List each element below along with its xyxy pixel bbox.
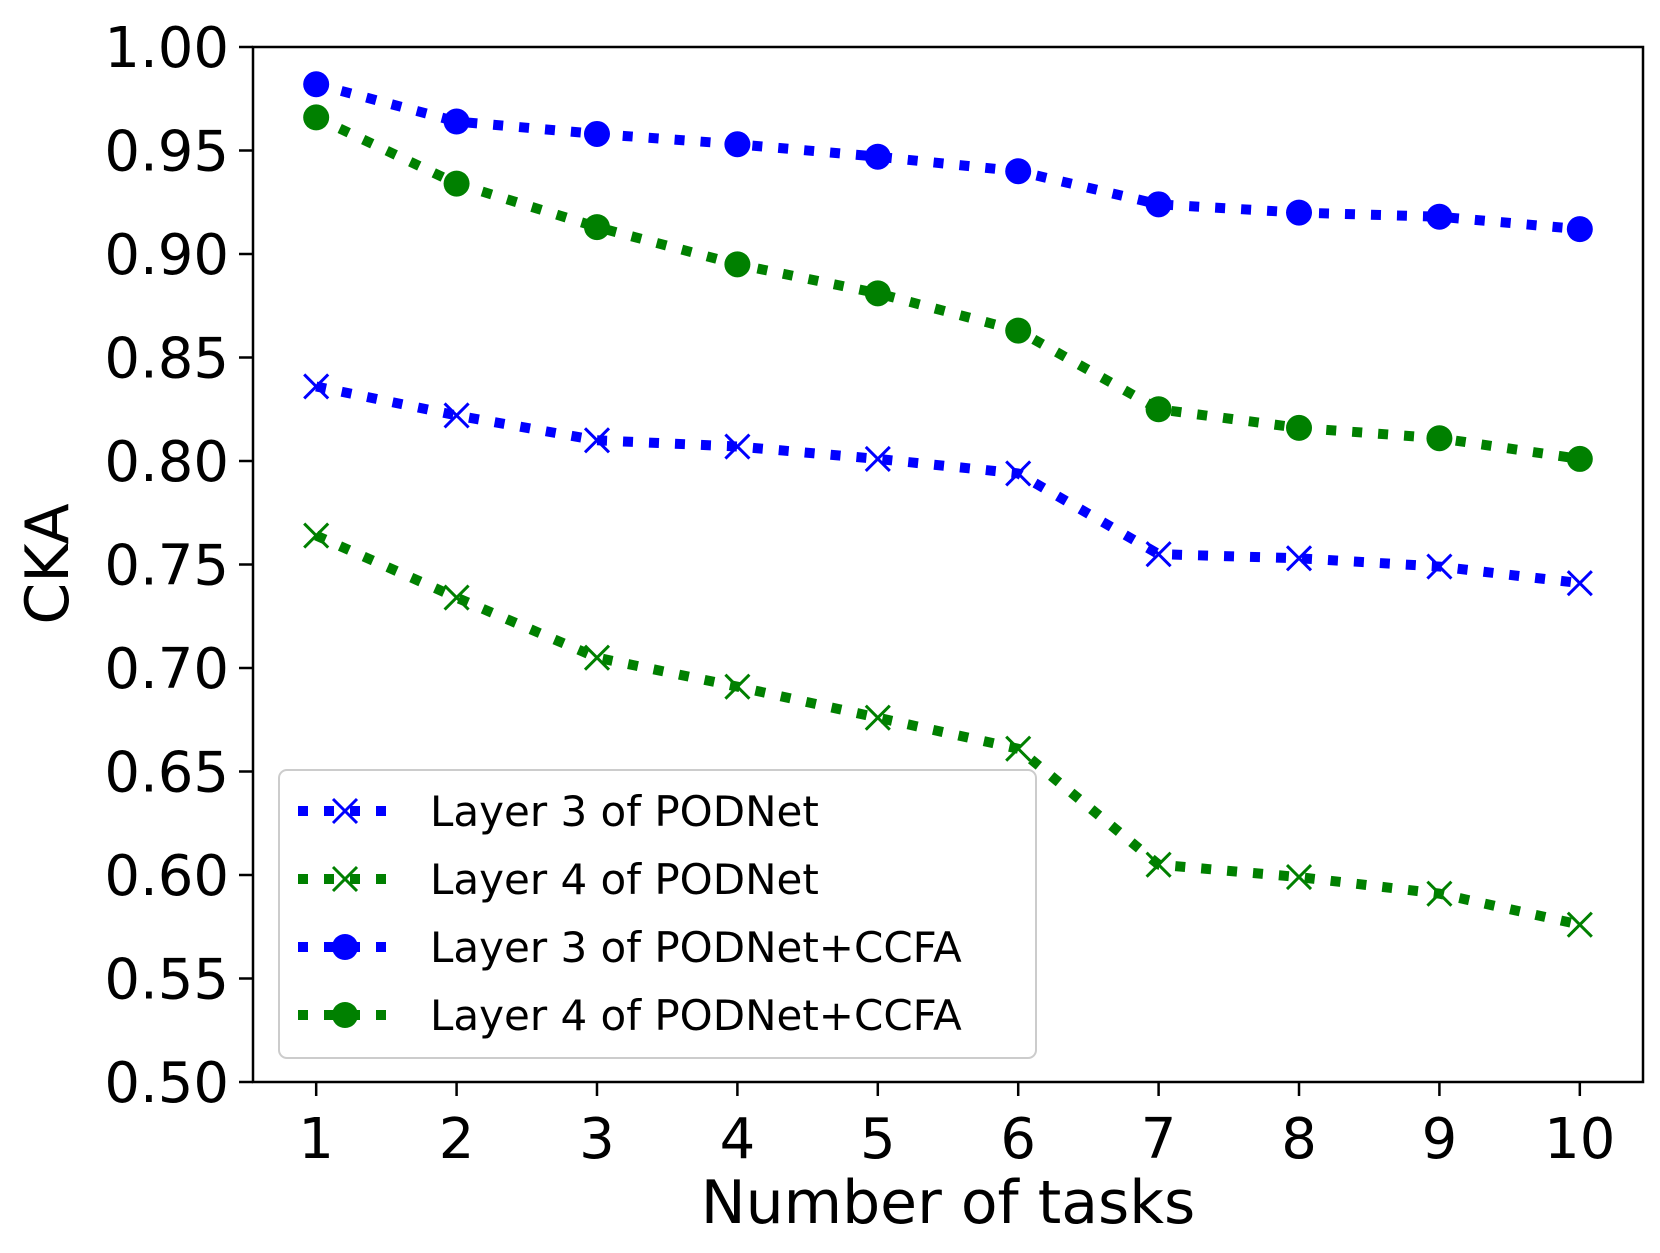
legend-label: Layer 4 of PODNet+CCFA [430,991,962,1040]
legend-label: Layer 4 of PODNet [430,855,819,904]
data-point [303,71,330,98]
data-point [864,445,891,472]
data-point [1005,735,1032,762]
data-point [303,522,330,549]
data-point [1286,199,1313,226]
data-point [1145,851,1172,878]
data-point [1566,911,1593,938]
x-tick-label: 4 [720,1107,756,1172]
y-tick-label: 0.60 [104,844,229,909]
y-tick-label: 0.55 [104,948,229,1013]
plot-marks [303,71,1593,938]
data-point [1566,445,1593,472]
data-point [583,214,610,241]
data-point [303,104,330,131]
data-point [1005,317,1032,344]
data-point [1145,541,1172,568]
data-point [1145,191,1172,218]
legend-item: Layer 4 of PODNet [298,855,819,904]
y-tick-label: 0.95 [104,120,229,185]
data-point [1426,203,1453,230]
data-point [1285,864,1313,891]
x-axis-label: Number of tasks [701,1168,1196,1238]
legend-item: Layer 4 of PODNet+CCFA [298,991,962,1040]
series-line [314,79,1581,235]
data-point [443,402,470,429]
data-point [1426,553,1453,580]
x-tick-label: 3 [579,1107,615,1172]
y-tick-label: 0.90 [104,223,229,288]
y-tick-label: 0.85 [104,327,229,392]
legend-item: Layer 3 of PODNet+CCFA [298,923,962,972]
data-point [1145,396,1172,423]
data-point [864,280,891,307]
y-tick-label: 0.80 [104,430,229,495]
data-point [1005,158,1032,185]
data-point [583,427,611,454]
data-point [724,251,751,278]
x-tick-label: 5 [860,1107,896,1172]
legend-marker [332,934,358,960]
y-tick-label: 0.50 [104,1051,229,1116]
y-tick-label: 0.75 [104,534,229,599]
series-4 [303,104,1593,472]
data-point [1426,880,1453,907]
x-tick-label: 8 [1281,1107,1317,1172]
data-point [1426,425,1453,452]
data-point [1005,460,1032,487]
data-point [1285,545,1313,572]
x-tick-label: 1 [298,1107,334,1172]
x-tick-label: 10 [1544,1107,1615,1172]
x-tick-label: 6 [1000,1107,1036,1172]
legend-marker [331,865,359,893]
legend-marker [332,1002,358,1028]
series-2 [303,522,1593,938]
legend-label: Layer 3 of PODNet [430,787,819,836]
data-point [864,704,891,731]
series-line [314,112,1581,464]
legend: Layer 3 of PODNet Layer 4 of PODNet Layer … [278,769,1037,1059]
data-point [443,108,470,135]
y-tick-label: 0.70 [104,637,229,702]
legend-label: Layer 3 of PODNet+CCFA [430,923,962,972]
data-point [443,584,470,611]
data-point [724,673,751,700]
x-tick-label: 9 [1422,1107,1458,1172]
x-tick-label: 2 [439,1107,475,1172]
data-point [724,433,751,460]
data-point [864,143,891,170]
data-point [583,120,610,147]
y-axis-ticks: 0.50 0.55 0.60 0.65 0.70 0.75 0.80 0.85 0.90 0.95… [104,16,253,1116]
data-point [443,170,470,197]
data-point [1566,570,1593,597]
series-3 [303,71,1593,243]
series-line [315,381,1581,589]
legend-frame [278,769,1037,1059]
y-tick-label: 1.00 [104,16,229,81]
data-point [303,373,330,400]
x-axis-ticks: 1 2 3 4 5 6 7 8 9 10 [298,1082,1615,1172]
data-point [583,644,611,671]
y-tick-label: 0.65 [104,741,229,806]
data-point [1566,216,1593,243]
data-point [724,131,751,158]
series-1 [303,373,1593,597]
data-point [1286,414,1313,441]
x-tick-label: 7 [1141,1107,1177,1172]
legend-item: Layer 3 of PODNet [298,787,819,836]
legend-marker [331,797,359,825]
y-axis-label: CKA [13,503,83,624]
